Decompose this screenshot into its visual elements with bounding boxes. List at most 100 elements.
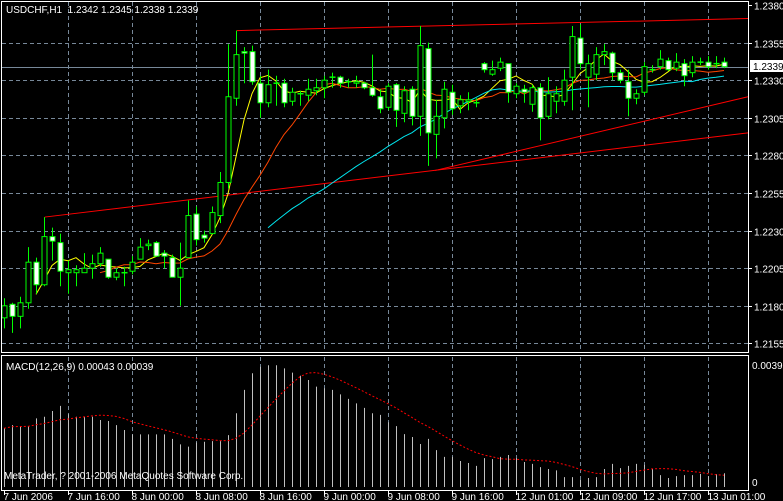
candle-body-bear [505, 63, 512, 93]
candle-body-bear [281, 82, 288, 104]
candle-body-bear [201, 234, 208, 239]
candle [481, 62, 488, 73]
candle-body-bear [193, 213, 200, 241]
candle [329, 72, 336, 88]
candle [193, 206, 200, 246]
candle [265, 69, 272, 108]
candle [593, 47, 600, 81]
price-tick-label: 1.2230 [754, 228, 783, 239]
candle-body-bull [657, 58, 664, 68]
trendlines[interactable] [44, 18, 749, 218]
current-price-label: 1.2339 [753, 62, 783, 73]
candle-body-bull [17, 302, 24, 317]
candle-body-bull [401, 90, 408, 114]
trendline [44, 132, 749, 218]
candle [497, 57, 504, 72]
candle-body-bull [633, 93, 640, 99]
macd-panel-frame [1, 355, 749, 491]
macd-axis-top: 0.0039 [752, 361, 783, 372]
candle-body-bear [369, 87, 376, 96]
candle [489, 60, 496, 76]
candle [673, 53, 680, 72]
candle-body-bear [665, 60, 672, 71]
candle [585, 54, 592, 108]
candle-body-bull [673, 61, 680, 69]
candle [545, 77, 552, 120]
time-tick-label: 7 Jun 16:00 [68, 492, 121, 501]
time-tick-label: 8 Jun 08:00 [196, 492, 249, 501]
candle-body-bear [33, 261, 40, 286]
candle [713, 56, 720, 69]
candle-body-bear [521, 88, 528, 93]
candle [561, 69, 568, 106]
candle [9, 302, 16, 333]
time-tick-label: 8 Jun 00:00 [132, 492, 185, 501]
candle [697, 57, 704, 66]
macd-axis-zero: 0 [752, 478, 758, 489]
candle-body-bull [313, 87, 320, 92]
macd-label: MACD(12,26,9) 0.00043 0.00039 [6, 362, 154, 373]
candle [321, 75, 328, 99]
candle [105, 258, 112, 279]
candle [617, 69, 624, 84]
candle [209, 206, 216, 235]
candles [1, 24, 728, 333]
candle-body-bull [305, 88, 312, 96]
candle-body-bull [593, 54, 600, 75]
time-tick-label: 9 Jun 16:00 [452, 492, 505, 501]
time-tick-label: 12 Jun 09:00 [580, 492, 638, 501]
candle [41, 217, 48, 287]
time-tick-label: 8 Jun 16:00 [260, 492, 313, 501]
price-tick-label: 1.2355 [754, 40, 783, 51]
candle [577, 24, 584, 70]
candle [201, 230, 208, 243]
candle [297, 90, 304, 106]
candle-body-bull [265, 84, 272, 104]
candle [121, 266, 128, 287]
candle-body-bear [105, 258, 112, 278]
candle [657, 50, 664, 70]
candle [401, 86, 408, 123]
candle-body-bull [497, 61, 504, 69]
price-tick-label: 1.2280 [754, 152, 783, 163]
candle [241, 47, 248, 84]
ma-slow-line [267, 75, 725, 229]
candle [353, 75, 360, 88]
candle-body-bear [361, 82, 368, 89]
candle [249, 45, 256, 85]
candle-body-bull [601, 51, 608, 56]
price-tick-label: 1.2380 [754, 2, 783, 13]
candle-body-bull [385, 85, 392, 108]
candle [73, 265, 80, 287]
candle [273, 75, 280, 106]
candle [681, 59, 688, 87]
candle [465, 92, 472, 111]
candle-body-bear [169, 257, 176, 278]
symbol-info: USDCHF,H1 1.2342 1.2345 1.2338 1.2339 [6, 5, 199, 16]
candle-body-bear [57, 242, 64, 272]
candle-body-bull [225, 96, 232, 183]
candle-body-bear [161, 252, 168, 257]
candle [57, 233, 64, 287]
candle-body-bull [553, 93, 560, 102]
candle-body-bear [449, 91, 456, 110]
candle [153, 241, 160, 257]
time-tick-label: 12 Jun 01:00 [516, 492, 574, 501]
candle [705, 56, 712, 70]
candle [689, 56, 696, 78]
current-price-box [750, 60, 783, 72]
time-tick-label: 13 Jun 01:00 [708, 492, 766, 501]
candle [345, 78, 352, 88]
candle-body-bull [89, 263, 96, 269]
candle [97, 247, 104, 267]
candle-body-bull [561, 79, 568, 102]
candle [49, 227, 56, 261]
candle-body-bull [113, 272, 120, 278]
candle-body-bear [681, 63, 688, 77]
candle [449, 84, 456, 115]
time-tick-label: 12 Jun 17:00 [644, 492, 702, 501]
candle [537, 83, 544, 141]
candle-body-bull [321, 79, 328, 89]
